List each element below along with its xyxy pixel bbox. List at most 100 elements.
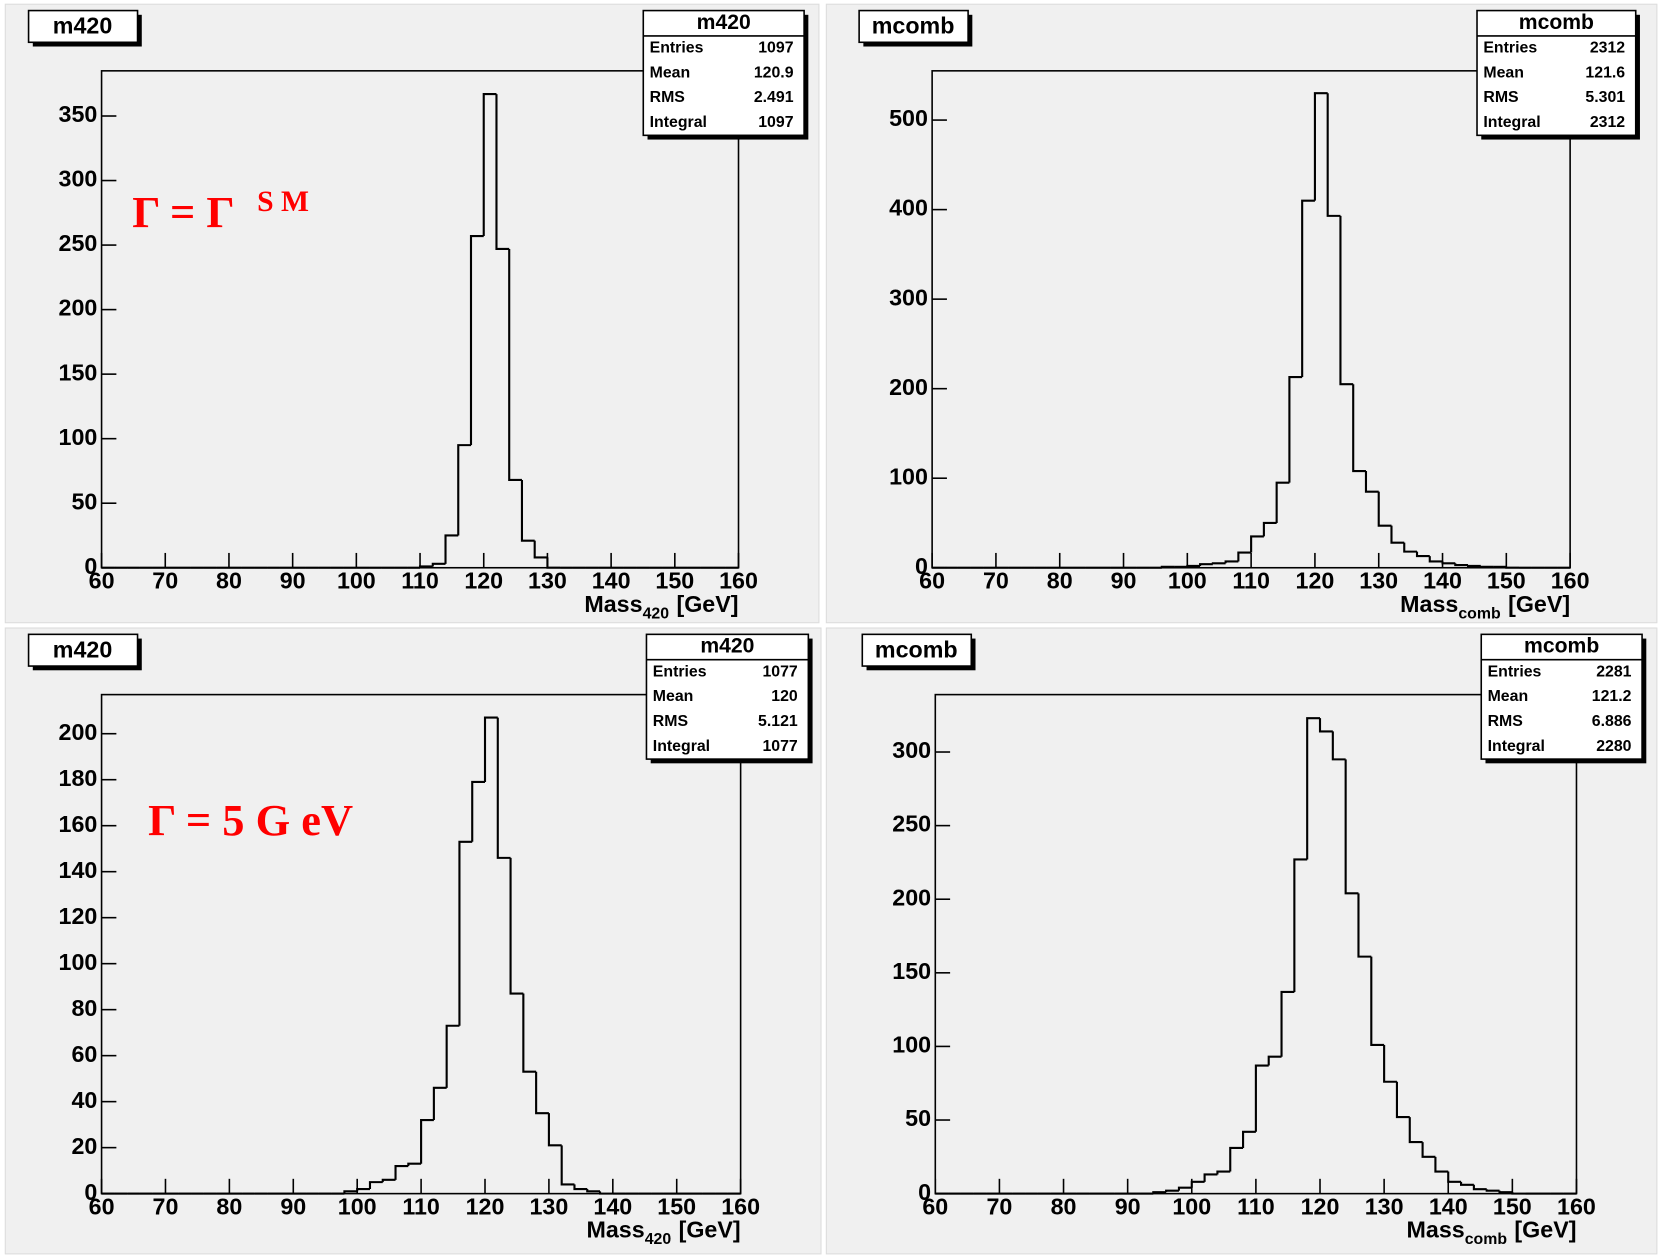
x-tick-label: 70 [983, 568, 1009, 594]
histogram-bin [1428, 556, 1443, 563]
histogram-bin [1186, 564, 1201, 568]
histogram-bin [1415, 551, 1430, 558]
x-label-main: Mass [1407, 1217, 1465, 1243]
histogram-bin [1211, 562, 1226, 565]
stats-label: Integral [653, 738, 710, 755]
stats-name: mcomb [1519, 11, 1594, 34]
plot-frame [100, 693, 742, 1195]
histogram-bin [1511, 1192, 1526, 1195]
stats-label: Entries [653, 663, 707, 680]
histogram-bin [1288, 375, 1303, 483]
y-tick-label: 120 [59, 903, 98, 929]
stats-label: Mean [1488, 688, 1529, 705]
x-tick-label: 100 [1172, 1194, 1211, 1220]
histogram-bin [1408, 1117, 1423, 1144]
stats-value: 121.6 [1585, 64, 1625, 81]
y-tick-label: 100 [889, 463, 928, 489]
x-axis-label: Mass420 [GeV] [587, 1217, 741, 1248]
y-tick-label: 250 [892, 811, 931, 837]
histogram-bin [1293, 858, 1308, 992]
x-label-main: Mass [587, 1217, 645, 1243]
x-label-unit: [GeV] [676, 591, 738, 617]
stats-label: Entries [650, 40, 704, 57]
histogram-bin [598, 1191, 613, 1195]
x-tick-label: 60 [919, 568, 945, 594]
histogram-bin [1383, 1044, 1397, 1083]
x-label-main: Mass [584, 591, 642, 617]
histogram-bin [1421, 1142, 1436, 1158]
histogram-bin [1434, 1156, 1449, 1173]
histogram-bin [509, 857, 524, 995]
y-tick-label: 100 [59, 949, 98, 975]
y-tick-label: 0 [915, 553, 928, 579]
histogram-bin [1466, 564, 1481, 568]
x-tick-label: 150 [657, 1194, 696, 1220]
x-tick-label: 80 [1047, 568, 1073, 594]
histogram-bin [1498, 1190, 1513, 1194]
histogram-bin [1441, 561, 1456, 565]
stats-label: RMS [653, 713, 688, 730]
histogram-bin [381, 1178, 396, 1183]
y-tick-label: 40 [71, 1087, 97, 1113]
x-tick-label: 130 [1359, 568, 1398, 594]
histogram-bin [407, 1162, 422, 1167]
stats-value: 2281 [1596, 663, 1631, 680]
x-tick-label: 90 [280, 1194, 306, 1220]
x-tick-label: 70 [152, 568, 178, 594]
histogram-bin [520, 479, 535, 542]
y-tick-label: 0 [84, 1179, 97, 1205]
title: mcomb [872, 13, 955, 39]
x-tick-label: 110 [401, 568, 439, 594]
histogram-bin [1395, 1081, 1410, 1119]
x-label-sub: 420 [643, 605, 670, 622]
histogram-bin [1447, 1171, 1462, 1183]
y-tick-label: 200 [892, 884, 931, 910]
stats-value: 1097 [758, 114, 793, 131]
histogram-bin [496, 717, 511, 859]
histogram-bin [546, 557, 561, 569]
x-tick-label: 140 [1429, 1194, 1468, 1220]
x-tick-label: 110 [402, 1194, 440, 1220]
histogram-bin [1377, 491, 1392, 527]
histogram-bin [420, 1118, 434, 1164]
x-tick-label: 70 [986, 1194, 1012, 1220]
histogram-bin [547, 1113, 562, 1147]
stats-label: RMS [1483, 89, 1518, 106]
histogram-bin [1224, 560, 1239, 564]
histogram-bin [394, 1164, 409, 1180]
histogram-bin [432, 1086, 447, 1121]
histogram-bin [1357, 893, 1372, 958]
x-axis-label: Masscomb [GeV] [1400, 591, 1570, 622]
x-tick-label: 130 [1365, 1194, 1404, 1220]
annotation-sup: S M [257, 186, 309, 218]
y-tick-label: 150 [59, 359, 98, 385]
title-box [858, 9, 969, 44]
y-tick-label: 200 [59, 295, 98, 321]
histogram-bin [1199, 563, 1213, 566]
stats-value: 120 [771, 688, 798, 705]
histogram-bin [1364, 471, 1379, 493]
x-tick-label: 140 [593, 1194, 632, 1220]
x-tick-label: 90 [1111, 568, 1137, 594]
histogram-bin [1313, 92, 1328, 201]
title-box [27, 9, 139, 44]
histogram-bin [1216, 1170, 1231, 1175]
histogram-bin [1237, 551, 1252, 562]
annotation: Γ = Γ [132, 187, 234, 237]
stats-label: RMS [650, 89, 685, 106]
x-tick-label: 120 [1301, 1194, 1340, 1220]
histogram-bin [1331, 731, 1346, 761]
histogram-bin [343, 1190, 358, 1194]
histogram-bin [508, 248, 522, 482]
y-tick-label: 160 [59, 811, 98, 837]
histogram-bin [495, 94, 510, 251]
x-label-sub: comb [1458, 605, 1501, 622]
y-tick-label: 60 [71, 1041, 97, 1067]
title: m420 [53, 13, 112, 39]
histogram-bin [1339, 215, 1354, 386]
x-tick-label: 150 [1493, 1194, 1532, 1220]
x-axis-label: Masscomb [GeV] [1407, 1217, 1577, 1248]
stats-label: Entries [1488, 663, 1542, 680]
